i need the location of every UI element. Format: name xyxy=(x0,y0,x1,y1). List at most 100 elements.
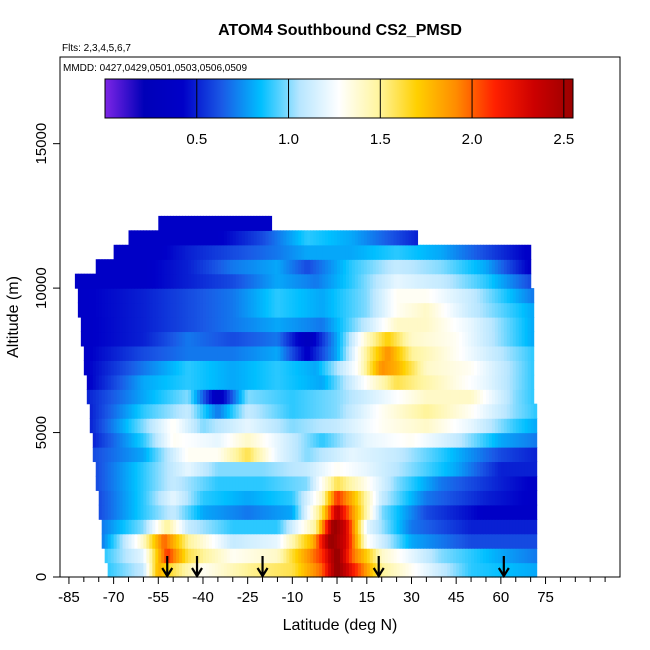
heatmap-cell xyxy=(316,259,320,275)
heatmap-cell xyxy=(322,548,326,564)
heatmap-cell xyxy=(524,432,529,448)
y-axis-label: Altitude (m) xyxy=(5,276,22,358)
heatmap-cell xyxy=(128,490,133,506)
heatmap-cell xyxy=(200,548,204,564)
heatmap-cell xyxy=(381,548,386,564)
heatmap-cell xyxy=(280,533,285,549)
heatmap-cell xyxy=(146,259,150,275)
heatmap-cell xyxy=(432,432,436,448)
heatmap-cell xyxy=(354,288,359,304)
heatmap-cell xyxy=(366,273,371,289)
heatmap-cell xyxy=(319,403,323,419)
heatmap-cell xyxy=(301,548,305,564)
heatmap-cell xyxy=(131,317,136,333)
heatmap-cell xyxy=(426,259,430,275)
heatmap-cell xyxy=(322,230,326,246)
heatmap-cell xyxy=(340,244,344,260)
heatmap-cell xyxy=(337,504,341,520)
heatmap-cell xyxy=(518,418,523,434)
heatmap-cell xyxy=(301,331,305,347)
heatmap-cell xyxy=(512,374,517,390)
heatmap-cell xyxy=(202,244,207,260)
heatmap-cell xyxy=(191,548,195,564)
heatmap-cell xyxy=(295,317,299,333)
heatmap-cell xyxy=(113,288,118,304)
heatmap-cell xyxy=(301,244,305,260)
heatmap-cell xyxy=(366,360,371,376)
heatmap-cell xyxy=(131,374,136,390)
altitude-band xyxy=(101,533,538,549)
heatmap-cell xyxy=(518,360,523,376)
heatmap-cell xyxy=(149,504,153,520)
heatmap-cell xyxy=(152,317,156,333)
heatmap-cell xyxy=(506,345,511,361)
heatmap-cell xyxy=(408,317,413,333)
heatmap-cell xyxy=(375,230,380,246)
heatmap-cell xyxy=(497,389,502,405)
heatmap-cell xyxy=(128,302,133,318)
heatmap-cell xyxy=(521,432,526,448)
heatmap-cell xyxy=(304,475,308,491)
heatmap-cell xyxy=(256,273,261,289)
heatmap-cell xyxy=(340,447,344,463)
colorbar-tick-label: 1.0 xyxy=(278,131,299,148)
heatmap-cell xyxy=(488,519,493,535)
heatmap-cell xyxy=(235,215,240,231)
heatmap-cell xyxy=(113,317,118,333)
heatmap-cell xyxy=(459,548,463,564)
heatmap-cell xyxy=(140,403,145,419)
heatmap-cell xyxy=(202,475,207,491)
heatmap-cell xyxy=(429,475,433,491)
heatmap-cell xyxy=(164,475,168,491)
heatmap-cell xyxy=(420,273,425,289)
heatmap-cell xyxy=(384,533,389,549)
heatmap-cell xyxy=(375,345,380,361)
heatmap-cell xyxy=(161,475,165,491)
heatmap-cell xyxy=(158,519,162,535)
heatmap-cell xyxy=(101,432,106,448)
heatmap-cell xyxy=(289,533,293,549)
heatmap-cell xyxy=(274,403,279,419)
heatmap-cell xyxy=(176,562,180,578)
heatmap-cell xyxy=(441,288,445,304)
heatmap-cell xyxy=(167,389,171,405)
heatmap-cell xyxy=(95,259,100,275)
heatmap-cell xyxy=(369,418,374,434)
heatmap-cell xyxy=(477,504,481,520)
heatmap-cell xyxy=(289,273,293,289)
heatmap-cell xyxy=(143,345,147,361)
heatmap-cell xyxy=(226,533,231,549)
heatmap-cell xyxy=(381,302,386,318)
heatmap-cell xyxy=(313,418,317,434)
heatmap-cell xyxy=(286,230,290,246)
heatmap-cell xyxy=(468,475,472,491)
heatmap-cell xyxy=(468,548,472,564)
heatmap-cell xyxy=(518,331,523,347)
heatmap-cell xyxy=(381,345,386,361)
heatmap-cell xyxy=(348,374,353,390)
heatmap-cell xyxy=(217,374,222,390)
heatmap-cell xyxy=(149,447,153,463)
heatmap-cell xyxy=(426,562,430,578)
heatmap-cell xyxy=(176,533,180,549)
heatmap-cell xyxy=(274,273,279,289)
heatmap-cell xyxy=(301,345,305,361)
heatmap-cell xyxy=(185,475,189,491)
heatmap-cell xyxy=(292,533,296,549)
heatmap-cell xyxy=(441,317,445,333)
heatmap-cell xyxy=(205,519,210,535)
heatmap-cell xyxy=(194,244,198,260)
heatmap-cell xyxy=(384,389,389,405)
heatmap-cell xyxy=(155,504,159,520)
heatmap-cell xyxy=(474,244,478,260)
heatmap-cell xyxy=(277,519,282,535)
heatmap-cell xyxy=(497,302,502,318)
heatmap-cell xyxy=(176,374,180,390)
heatmap-cell xyxy=(530,490,535,506)
flight-arrow xyxy=(372,556,385,579)
heatmap-cell xyxy=(101,533,106,549)
heatmap-cell xyxy=(185,345,189,361)
heatmap-cell xyxy=(214,418,219,434)
heatmap-cell xyxy=(477,389,481,405)
heatmap-cell xyxy=(429,302,433,318)
